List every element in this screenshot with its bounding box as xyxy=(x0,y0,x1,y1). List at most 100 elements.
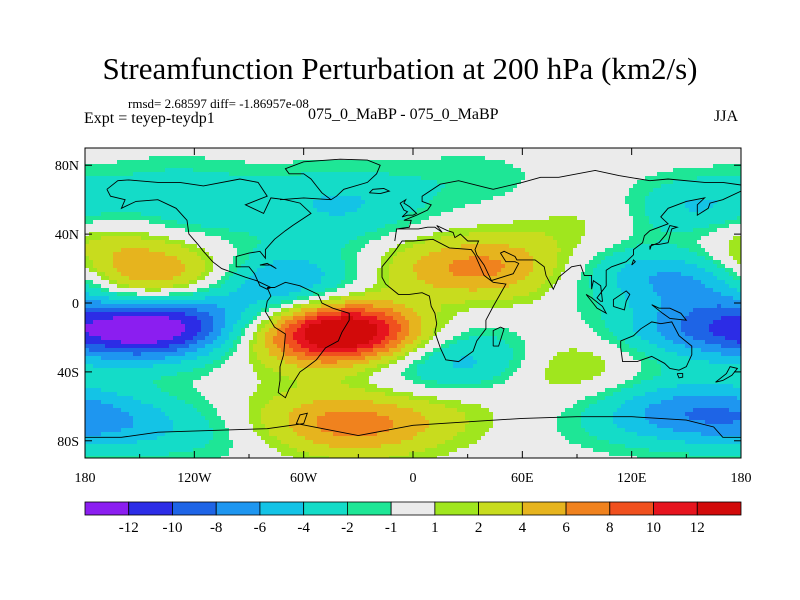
field-cell xyxy=(557,420,582,425)
field-cell xyxy=(397,320,410,325)
field-cell xyxy=(85,364,94,369)
field-cell xyxy=(321,196,362,201)
field-cell xyxy=(185,340,198,345)
field-cell xyxy=(389,348,402,353)
field-cell xyxy=(177,220,398,225)
field-cell xyxy=(413,264,450,269)
colorbar-box xyxy=(303,501,348,516)
field-cell xyxy=(417,236,442,241)
field-cell xyxy=(269,444,290,449)
field-cell xyxy=(585,264,598,269)
field-cell xyxy=(433,196,494,201)
coastline xyxy=(620,321,693,371)
field-cell xyxy=(521,364,550,369)
field-cell xyxy=(713,204,741,209)
field-cell xyxy=(249,276,322,281)
field-cell xyxy=(417,344,426,349)
field-cell xyxy=(309,340,370,345)
field-cell xyxy=(325,272,346,277)
field-cell xyxy=(681,320,714,325)
colorbar-box xyxy=(653,501,698,516)
field-cell xyxy=(273,260,310,265)
field-cell xyxy=(597,392,614,397)
field-cell xyxy=(657,328,682,333)
field-cell xyxy=(205,396,250,401)
field-cell xyxy=(249,256,342,261)
field-cell xyxy=(261,436,278,441)
field-cell xyxy=(645,392,741,397)
field-cell xyxy=(661,332,686,337)
field-cell xyxy=(701,348,741,353)
field-cell xyxy=(601,372,638,377)
field-cell xyxy=(341,280,354,285)
field-cell xyxy=(93,264,114,269)
field-cell xyxy=(441,156,486,161)
field-cell xyxy=(225,352,234,357)
field-cell xyxy=(645,412,686,417)
y-tick-label: 40S xyxy=(57,366,79,381)
field-cell xyxy=(629,204,646,209)
field-cell xyxy=(429,216,550,221)
field-cell xyxy=(601,308,634,313)
field-cell xyxy=(657,312,690,317)
field-cell xyxy=(141,236,170,241)
field-cell xyxy=(345,304,374,309)
field-cell xyxy=(645,176,698,181)
field-cell xyxy=(205,232,250,237)
field-cell xyxy=(377,432,418,437)
field-cell xyxy=(617,424,658,429)
field-cell xyxy=(401,372,418,377)
field-cell xyxy=(485,156,741,161)
field-cell xyxy=(713,272,730,277)
field-cell xyxy=(85,352,134,357)
field-cell xyxy=(85,416,134,421)
field-cell xyxy=(437,192,506,197)
field-cell xyxy=(249,304,270,309)
field-cell xyxy=(313,200,366,205)
field-cell xyxy=(377,272,390,277)
field-cell xyxy=(729,248,741,253)
field-cell xyxy=(417,272,454,277)
field-cell xyxy=(157,436,214,441)
field-cell xyxy=(201,320,214,325)
field-cell xyxy=(313,284,338,289)
field-cell xyxy=(577,348,622,353)
field-cell xyxy=(605,388,622,393)
field-cell xyxy=(513,164,714,169)
field-cell xyxy=(269,348,282,353)
field-cell xyxy=(457,312,582,317)
x-tick-label: 120E xyxy=(617,471,647,486)
field-cell xyxy=(85,452,170,457)
field-cell xyxy=(185,352,210,357)
field-cell xyxy=(257,356,278,361)
field-cell xyxy=(89,348,178,353)
field-cell xyxy=(337,284,346,289)
coastline xyxy=(676,373,684,379)
field-cell xyxy=(661,368,741,373)
field-cell xyxy=(445,404,482,409)
colorbar-box xyxy=(478,501,523,516)
field-cell xyxy=(629,344,658,349)
field-cell xyxy=(85,168,166,173)
field-cell xyxy=(357,264,382,269)
field-cell xyxy=(389,328,402,333)
field-cell xyxy=(429,424,466,429)
field-cell xyxy=(137,292,170,297)
field-cell xyxy=(209,252,238,257)
field-cell xyxy=(605,248,626,253)
field-cell xyxy=(165,240,186,245)
field-cell xyxy=(229,432,258,437)
field-cell xyxy=(581,312,602,317)
field-cell xyxy=(209,352,226,357)
field-cell xyxy=(309,452,410,457)
field-cell xyxy=(85,440,138,445)
field-cell xyxy=(129,412,166,417)
field-cell xyxy=(185,324,202,329)
field-cell xyxy=(709,232,741,237)
field-cell xyxy=(317,344,358,349)
field-cell xyxy=(481,404,574,409)
field-cell xyxy=(545,372,602,377)
field-cell xyxy=(529,292,546,297)
field-cell xyxy=(513,348,526,353)
field-cell xyxy=(221,328,234,333)
